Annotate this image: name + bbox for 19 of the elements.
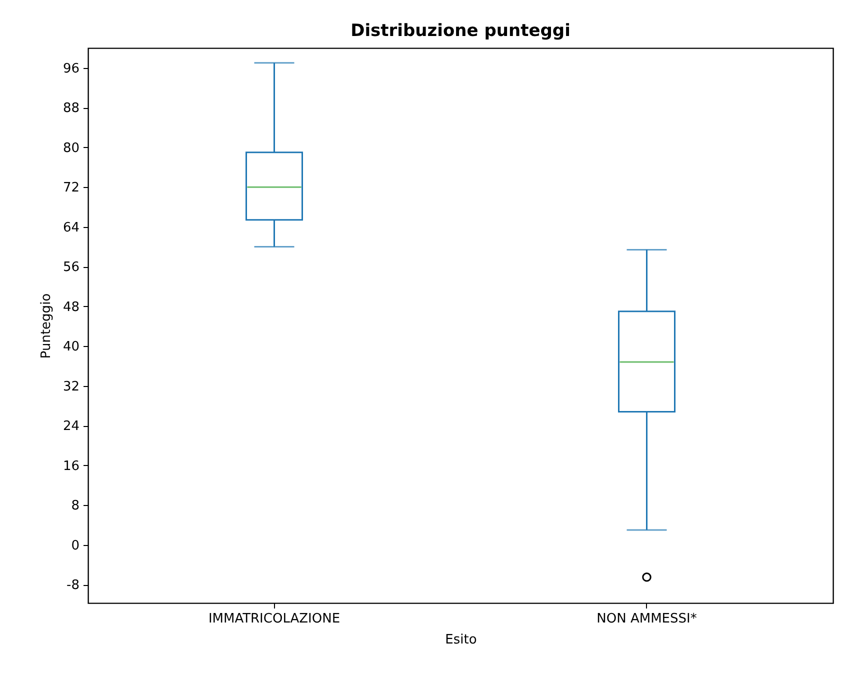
x-axis-title: Esito (445, 632, 477, 648)
y-tick-label: 40 (62, 340, 80, 355)
y-tick-label: -8 (66, 578, 80, 594)
chart-title: Distribuzione punteggi (350, 21, 570, 41)
x-tick-label: IMMATRICOLAZIONE (208, 612, 340, 626)
y-tick-label: 8 (71, 498, 80, 514)
y-tick-label: 16 (62, 458, 80, 474)
y-tick-label: 0 (71, 538, 80, 554)
x-tick-label: NON AMMESSI* (596, 612, 698, 626)
y-axis-title: Punteggio (38, 293, 54, 359)
y-tick-label: 80 (62, 140, 80, 156)
y-tick-label: 64 (62, 220, 80, 236)
y-tick-label: 24 (62, 419, 80, 434)
y-tick-label: 32 (62, 379, 80, 394)
y-tick-label: 48 (62, 300, 80, 315)
y-tick-label: 56 (62, 260, 80, 276)
y-tick-label: 72 (62, 180, 80, 196)
y-tick-label: 96 (62, 61, 80, 76)
y-tick-label: 88 (62, 101, 80, 116)
